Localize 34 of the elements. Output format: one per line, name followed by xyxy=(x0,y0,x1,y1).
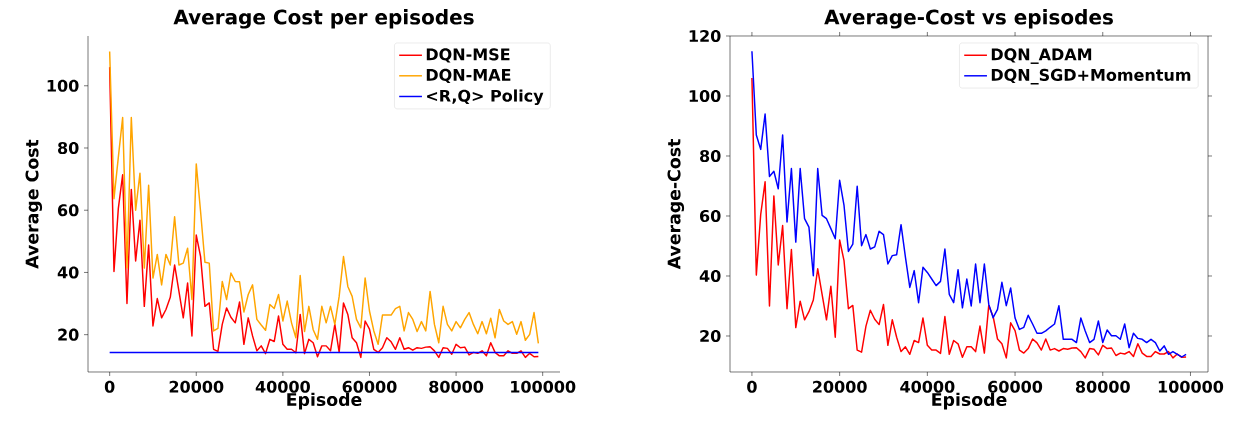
y-tick-label: 100 xyxy=(47,79,79,92)
chart-title: Average Cost per episodes xyxy=(173,9,474,29)
legend-label: <R,Q> Policy xyxy=(427,89,544,106)
y-tick-label: 40 xyxy=(699,269,721,283)
y-tick-label: 40 xyxy=(57,266,79,279)
legend-label: DQN-MSE xyxy=(426,48,510,63)
x-tick-label: 80000 xyxy=(1075,380,1130,393)
x-tick-label: 60000 xyxy=(342,380,397,393)
x-tick-label: 0 xyxy=(104,380,115,393)
y-tick-label: 60 xyxy=(700,209,721,223)
x-tick-label: 0 xyxy=(747,380,757,393)
x-tick-label: 60000 xyxy=(988,380,1043,393)
legend-label: DQN-MAE xyxy=(426,68,511,84)
y-tick-label: 60 xyxy=(58,204,79,217)
legend-label: DQN_ADAM xyxy=(991,48,1092,64)
x-axis-title: Episode xyxy=(932,392,1007,410)
x-tick-label: 100000 xyxy=(1158,380,1224,393)
y-tick-label: 20 xyxy=(58,328,79,341)
chart-title: Average-Cost vs episodes xyxy=(824,9,1113,29)
y-tick-label: 80 xyxy=(58,141,79,155)
y-axis-title: Average-Cost xyxy=(667,139,685,270)
x-tick-label: 40000 xyxy=(255,380,310,393)
x-tick-label: 20000 xyxy=(169,380,224,393)
x-tick-label: 80000 xyxy=(429,380,484,393)
x-tick-label: 20000 xyxy=(813,380,867,393)
x-tick-label: 100000 xyxy=(511,380,576,393)
y-tick-label: 120 xyxy=(689,29,721,43)
x-tick-label: 40000 xyxy=(900,380,955,393)
legend-label: DQN_SGD+Momentum xyxy=(991,68,1191,85)
y-tick-label: 80 xyxy=(700,149,721,163)
y-tick-label: 100 xyxy=(689,89,721,103)
y-axis-title: Average Cost xyxy=(25,139,43,269)
y-tick-label: 20 xyxy=(700,329,721,343)
x-axis-title: Episode xyxy=(287,392,362,410)
